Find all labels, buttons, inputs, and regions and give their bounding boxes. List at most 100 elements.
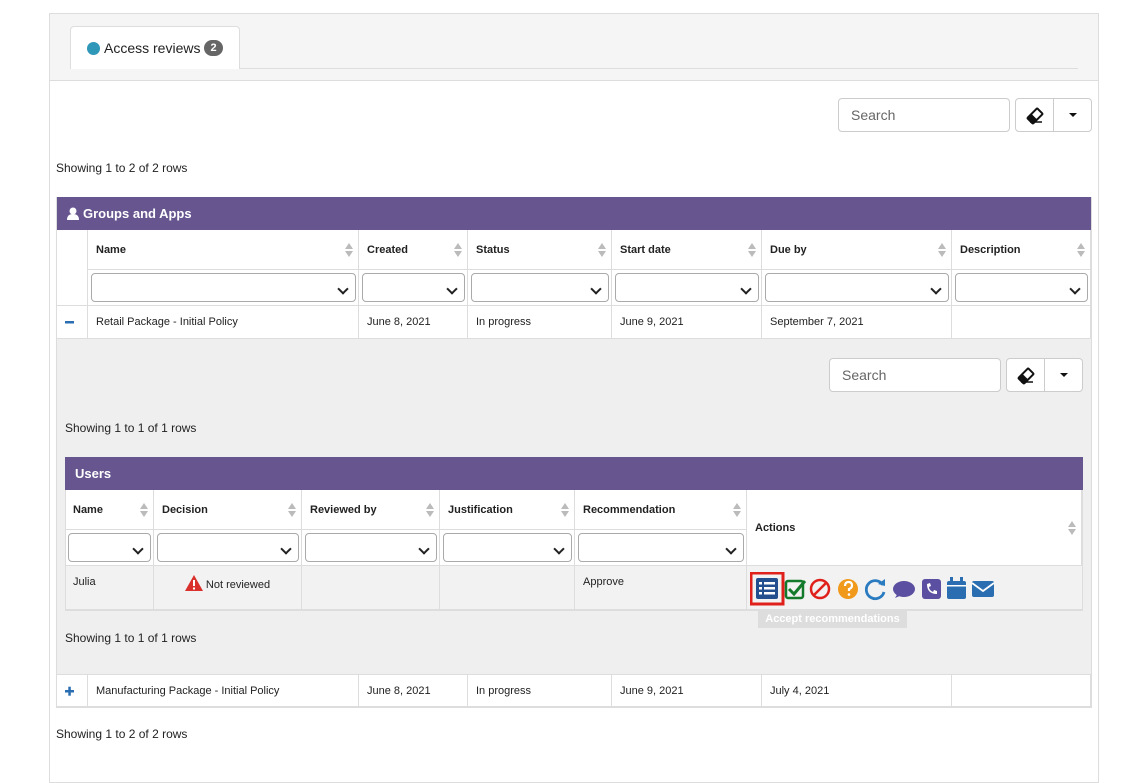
column-header[interactable]: Name: [88, 230, 359, 270]
sort-arrows: [140, 503, 148, 517]
sort-icon: [1068, 521, 1076, 535]
expand-toggle[interactable]: [56, 675, 88, 707]
phone-icon[interactable]: [922, 579, 941, 599]
filter-select[interactable]: [305, 533, 437, 562]
expander-header: [56, 230, 88, 306]
sort-arrows: [288, 503, 296, 517]
filter-select[interactable]: [578, 533, 744, 562]
approve-icon[interactable]: [784, 579, 807, 600]
sort-arrows: [561, 503, 569, 517]
sort-arrows: [345, 243, 353, 257]
sort-icon: [1077, 243, 1085, 257]
table-cell: June 9, 2021: [612, 675, 762, 707]
sort-arrows: [426, 503, 434, 517]
filter-select[interactable]: [91, 273, 356, 302]
help-icon[interactable]: [838, 579, 858, 599]
expand-toggle[interactable]: [56, 306, 88, 339]
refresh-icon[interactable]: [864, 579, 886, 601]
highlight: [749, 571, 785, 606]
table-cell: Julia: [65, 566, 154, 610]
sort-icon: [288, 503, 296, 517]
column-header[interactable]: Created: [359, 230, 468, 270]
sort-icon: [733, 503, 741, 517]
column-header[interactable]: Reviewed by: [302, 490, 440, 530]
tab[interactable]: Access reviews 2: [70, 26, 240, 69]
warning-icon: [184, 575, 203, 591]
table-cell: June 8, 2021: [359, 306, 468, 339]
users-header: Users: [65, 457, 1083, 490]
caret-icon: [1060, 373, 1068, 377]
sort-icon: [140, 503, 148, 517]
filter-cell: [468, 270, 612, 306]
reject-icon[interactable]: [809, 578, 831, 600]
filter-select[interactable]: [157, 533, 299, 562]
filter-cell: [440, 530, 575, 566]
table-cell: [747, 566, 1082, 610]
sort-icon: [426, 503, 434, 517]
email-icon[interactable]: [971, 581, 995, 597]
filter-cell: [65, 530, 154, 566]
sort-arrows: [1068, 521, 1076, 535]
filter-select[interactable]: [443, 533, 572, 562]
filter-cell: [952, 270, 1091, 306]
search-input[interactable]: Search: [838, 98, 1010, 132]
filter-cell: [154, 530, 302, 566]
table-cell: [952, 306, 1091, 339]
filter-select[interactable]: [362, 273, 465, 302]
column-header[interactable]: Decision: [154, 490, 302, 530]
filter-cell: [612, 270, 762, 306]
table-cell: Manufacturing Package - Initial Policy: [88, 675, 359, 707]
column-header[interactable]: Status: [468, 230, 612, 270]
table-cell: Approve: [575, 566, 747, 610]
table-cell: [440, 566, 575, 610]
groups-title: Groups and Apps: [83, 206, 192, 221]
table-cell: July 4, 2021: [762, 675, 952, 707]
tab-badge: 2: [204, 40, 223, 56]
dropdown-button[interactable]: [1053, 98, 1092, 132]
sort-arrows: [598, 243, 606, 257]
sort-icon: [938, 243, 946, 257]
toggle-icon: [65, 686, 74, 696]
search-input[interactable]: Search: [829, 358, 1001, 392]
dropdown-button[interactable]: [1044, 358, 1083, 392]
column-header[interactable]: Description: [952, 230, 1091, 270]
clear-button[interactable]: [1015, 98, 1054, 132]
sort-arrows: [938, 243, 946, 257]
summary: Showing 1 to 1 of 1 rows: [65, 421, 197, 435]
comment-icon[interactable]: [893, 581, 915, 598]
column-header[interactable]: Actions: [747, 490, 1082, 566]
sort-arrows: [748, 243, 756, 257]
table-cell: [952, 675, 1091, 707]
filter-select[interactable]: [68, 533, 151, 562]
table-cell: September 7, 2021: [762, 306, 952, 339]
groups-header: Groups and Apps: [57, 197, 1091, 230]
sort-arrows: [1077, 243, 1085, 257]
filter-select[interactable]: [955, 273, 1088, 302]
clear-button[interactable]: [1006, 358, 1045, 392]
column-header[interactable]: Recommendation: [575, 490, 747, 530]
caret-icon: [1069, 113, 1077, 117]
filter-select[interactable]: [615, 273, 759, 302]
column-header[interactable]: Justification: [440, 490, 575, 530]
tab-dot: [87, 41, 100, 55]
sort-icon: [454, 243, 462, 257]
filter-cell: [359, 270, 468, 306]
filter-select[interactable]: [471, 273, 609, 302]
summary: Showing 1 to 2 of 2 rows: [56, 161, 188, 175]
filter-select[interactable]: [765, 273, 949, 302]
table-cell: Retail Package - Initial Policy: [88, 306, 359, 339]
sort-icon: [598, 243, 606, 257]
sort-icon: [561, 503, 569, 517]
column-header[interactable]: Name: [65, 490, 154, 530]
column-header[interactable]: Due by: [762, 230, 952, 270]
sort-icon: [345, 243, 353, 257]
table-cell: June 8, 2021: [359, 675, 468, 707]
tooltip: Accept recommendations: [758, 609, 907, 628]
sort-arrows: [733, 503, 741, 517]
calendar-icon[interactable]: [947, 577, 966, 599]
tab-label: Access reviews: [104, 40, 201, 56]
column-header[interactable]: Start date: [612, 230, 762, 270]
accept-icon[interactable]: [756, 578, 778, 599]
